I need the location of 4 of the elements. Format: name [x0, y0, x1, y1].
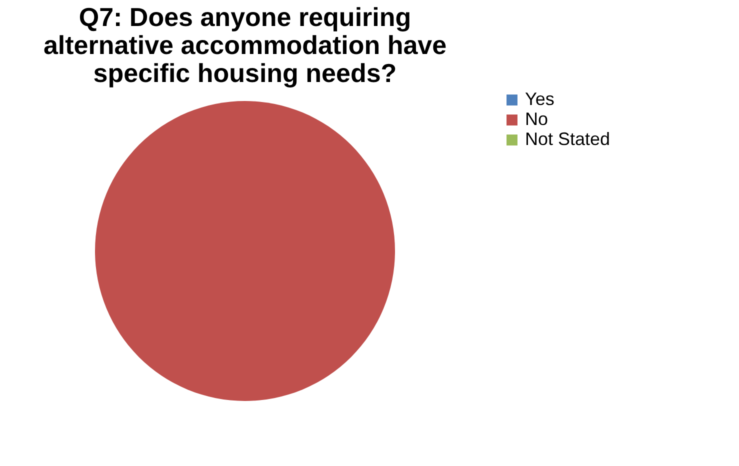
legend-label: No: [525, 109, 548, 129]
legend-label: Not Stated: [525, 129, 610, 149]
legend-label: Yes: [525, 89, 554, 109]
chart-title: Q7: Does anyone requiring alternative accommodation have specific housing needs?: [43, 2, 447, 88]
